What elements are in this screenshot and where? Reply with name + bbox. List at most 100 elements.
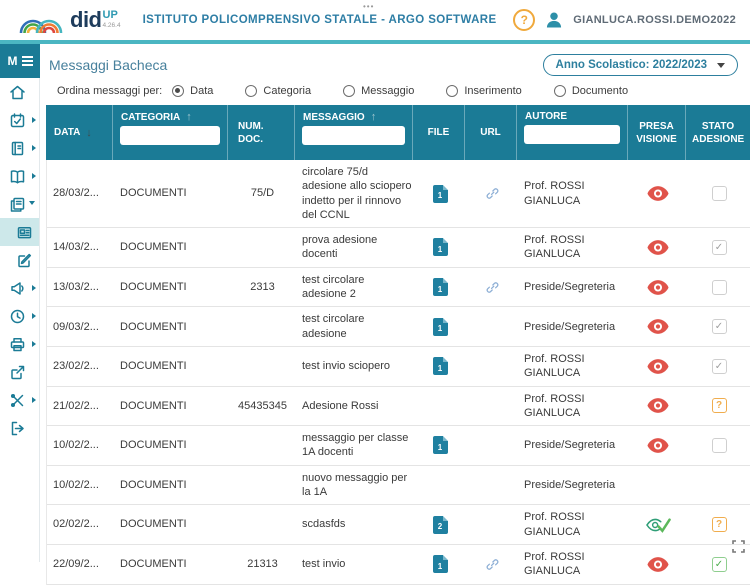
- sidebar-item-registro[interactable]: [0, 134, 39, 162]
- hamburger-icon: [21, 56, 33, 66]
- table-row[interactable]: 10/02/2... DOCUMENTI nuovo messaggio per l…: [47, 465, 750, 506]
- presa-visione-eye-icon[interactable]: [647, 240, 669, 255]
- adesione-checkbox-confirmed[interactable]: ✓: [711, 556, 727, 572]
- table-row[interactable]: 22/09/2... DOCUMENTI 21313 test invio 1 Prof.…: [47, 544, 750, 585]
- presa-visione-eye-icon[interactable]: [647, 279, 669, 295]
- cell-date: 13/03/2...: [53, 280, 99, 293]
- link-icon[interactable]: [485, 557, 500, 572]
- presa-visione-eye-icon[interactable]: [647, 186, 669, 201]
- cell-date: 02/02/2...: [53, 518, 99, 531]
- sidebar-item-gestione-bacheca[interactable]: [0, 246, 39, 274]
- cell-category: DOCUMENTI: [120, 558, 187, 571]
- cell-url: [466, 387, 518, 426]
- table-row[interactable]: 09/03/2... DOCUMENTI test circolare adesio…: [47, 307, 750, 347]
- column-header-data[interactable]: DATA ↓: [46, 105, 113, 160]
- radio-icon[interactable]: [553, 85, 566, 97]
- presa-visione-eye-icon[interactable]: [647, 358, 669, 374]
- sort-asc-icon[interactable]: ↑: [186, 111, 192, 123]
- filter-messaggio-input[interactable]: [302, 126, 405, 145]
- calendar-check-icon: [10, 112, 25, 127]
- help-button[interactable]: ?: [513, 9, 536, 31]
- radio-option-inserimento[interactable]: Inserimento: [446, 85, 522, 97]
- top-bar: did UP 4.26.4 ISTITUTO POLICOMPRENSIVO S…: [0, 0, 750, 40]
- logo-did-text: did: [70, 7, 102, 32]
- presa-visione-eye-icon[interactable]: [647, 556, 669, 572]
- filter-categoria-input[interactable]: [120, 126, 220, 145]
- ellipsis-icon: •••: [363, 2, 375, 11]
- table-row[interactable]: 14/03/2... DOCUMENTI prova adesione docent…: [47, 228, 750, 268]
- cell-num-doc: 2313: [250, 280, 275, 293]
- cell-date: 21/02/2...: [53, 399, 99, 412]
- radio-option-messaggio[interactable]: Messaggio: [343, 85, 414, 97]
- sidebar-item-logout[interactable]: [0, 414, 39, 442]
- radio-icon[interactable]: [343, 85, 356, 97]
- radio-option-data[interactable]: Data: [172, 85, 213, 97]
- filter-autore-input[interactable]: [524, 125, 620, 144]
- link-icon[interactable]: [485, 186, 500, 201]
- cell-stato-adesione: ✓: [687, 228, 750, 267]
- file-attachment-badge[interactable]: 1: [432, 238, 448, 257]
- file-attachment-badge[interactable]: 1: [432, 436, 448, 455]
- column-header-file[interactable]: FILE: [413, 105, 465, 160]
- file-attachment-badge[interactable]: 1: [432, 278, 448, 297]
- column-header-url[interactable]: URL: [465, 105, 517, 160]
- file-attachment-badge[interactable]: 1: [432, 555, 448, 574]
- school-year-dropdown[interactable]: Anno Scolastico: 2022/2023: [542, 54, 738, 76]
- table-row[interactable]: 02/02/2... DOCUMENTI scdasfds 2 Prof. ROSSI …: [47, 505, 750, 545]
- adesione-pending-badge[interactable]: ?: [711, 517, 727, 533]
- table-row[interactable]: 13/03/2... DOCUMENTI 2313 test circolare ad…: [47, 267, 750, 308]
- adesione-checkbox-checked[interactable]: ✓: [711, 358, 727, 374]
- didup-logo: did UP 4.26.4: [18, 6, 121, 34]
- radio-icon[interactable]: [172, 85, 185, 97]
- user-avatar-icon[interactable]: [544, 10, 564, 30]
- table-row[interactable]: 28/03/2... DOCUMENTI 75/D circolare 75/d ad…: [47, 160, 750, 229]
- column-header-stato-adesione[interactable]: STATO ADESIONE: [686, 105, 750, 160]
- presa-visione-confirmed-icon[interactable]: [645, 517, 671, 533]
- table-row[interactable]: 10/02/2... DOCUMENTI messaggio per classe …: [47, 426, 750, 466]
- radio-icon[interactable]: [245, 85, 258, 97]
- adesione-checkbox[interactable]: [711, 186, 727, 202]
- column-header-presa-visione[interactable]: PRESA VISIONE: [628, 105, 686, 160]
- presa-visione-eye-icon[interactable]: [647, 319, 669, 335]
- share-export-icon: [11, 365, 25, 379]
- cell-url: [466, 160, 518, 227]
- file-attachment-badge[interactable]: 2: [432, 515, 448, 534]
- fullscreen-icon[interactable]: [732, 540, 745, 558]
- sidebar-item-bacheca[interactable]: [0, 190, 39, 218]
- file-attachment-badge[interactable]: 1: [432, 317, 448, 336]
- adesione-checkbox-checked[interactable]: ✓: [711, 239, 727, 255]
- radio-icon[interactable]: [446, 85, 459, 97]
- sidebar: M: [0, 44, 40, 562]
- sidebar-menu-toggle[interactable]: M: [0, 44, 40, 78]
- sidebar-item-messaggi-bacheca[interactable]: [0, 218, 39, 246]
- sidebar-item-strumenti[interactable]: [0, 386, 39, 414]
- table-row[interactable]: 21/02/2... DOCUMENTI 45435345 Adesione Ross…: [47, 386, 750, 427]
- adesione-checkbox-checked[interactable]: ✓: [711, 319, 727, 335]
- sort-asc-icon[interactable]: ↑: [370, 111, 377, 123]
- sort-desc-icon[interactable]: ↓: [86, 126, 92, 139]
- sidebar-item-registro-giornaliero[interactable]: [0, 106, 39, 134]
- sidebar-item-condividi-esterno[interactable]: [0, 358, 39, 386]
- sidebar-item-condivisione[interactable]: [0, 274, 39, 302]
- radio-option-documento[interactable]: Documento: [553, 85, 628, 97]
- presa-visione-eye-icon[interactable]: [647, 398, 669, 414]
- adesione-checkbox[interactable]: [711, 437, 727, 453]
- cell-presa-visione: [629, 505, 687, 544]
- table-row[interactable]: 23/02/2... DOCUMENTI test invio sciopero 1 P…: [47, 346, 750, 387]
- sidebar-item-stampe[interactable]: [0, 330, 39, 358]
- sidebar-item-home[interactable]: [0, 78, 39, 106]
- file-attachment-badge[interactable]: 1: [432, 357, 448, 376]
- printer-icon: [10, 337, 25, 351]
- sidebar-item-didattica[interactable]: [0, 162, 39, 190]
- username[interactable]: GIANLUCA.ROSSI.DEMO2022: [573, 14, 736, 26]
- sidebar-item-orario[interactable]: [0, 302, 39, 330]
- cell-url: [466, 466, 518, 505]
- adesione-checkbox[interactable]: [711, 279, 727, 295]
- file-attachment-badge[interactable]: 1: [432, 184, 448, 203]
- link-icon[interactable]: [485, 280, 500, 295]
- adesione-pending-badge[interactable]: ?: [711, 398, 727, 414]
- column-header-num-doc[interactable]: NUM. DOC.: [228, 105, 295, 160]
- radio-option-categoria[interactable]: Categoria: [245, 85, 311, 97]
- cell-presa-visione: [629, 347, 687, 386]
- presa-visione-eye-icon[interactable]: [647, 438, 669, 453]
